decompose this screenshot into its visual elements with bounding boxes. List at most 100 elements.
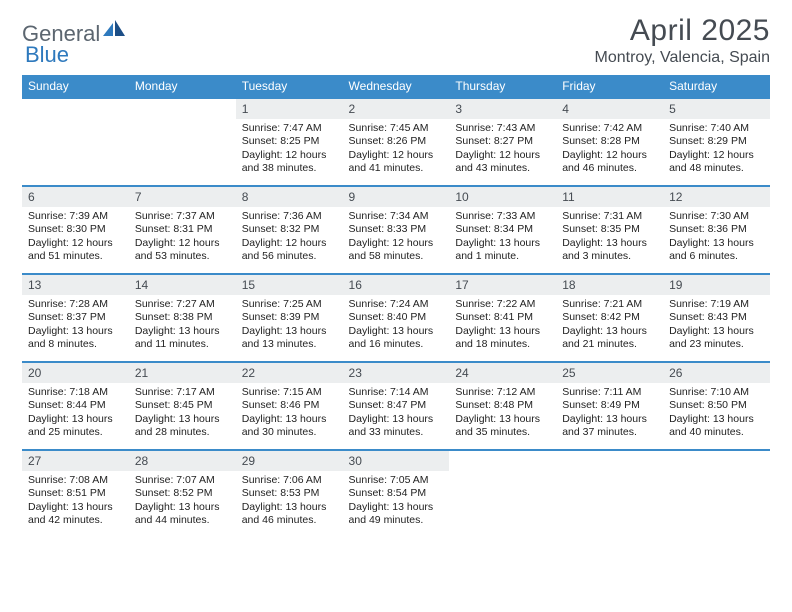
daylight-text: Daylight: 13 hours and 1 minute. [455, 237, 550, 264]
day-details: Sunrise: 7:10 AMSunset: 8:50 PMDaylight:… [663, 383, 770, 442]
day-number: 29 [236, 451, 343, 471]
sunset-text: Sunset: 8:29 PM [669, 135, 764, 148]
weekday-head: Monday [129, 75, 236, 98]
sunrise-text: Sunrise: 7:17 AM [135, 386, 230, 399]
weekday-head: Wednesday [343, 75, 450, 98]
day-details: Sunrise: 7:45 AMSunset: 8:26 PMDaylight:… [343, 119, 450, 178]
calendar-cell: 2Sunrise: 7:45 AMSunset: 8:26 PMDaylight… [343, 98, 450, 186]
sunset-text: Sunset: 8:30 PM [28, 223, 123, 236]
daylight-text: Daylight: 13 hours and 16 minutes. [349, 325, 444, 352]
calendar-cell: 15Sunrise: 7:25 AMSunset: 8:39 PMDayligh… [236, 274, 343, 362]
calendar-cell: 25Sunrise: 7:11 AMSunset: 8:49 PMDayligh… [556, 362, 663, 450]
daylight-text: Daylight: 12 hours and 38 minutes. [242, 149, 337, 176]
sunrise-text: Sunrise: 7:14 AM [349, 386, 444, 399]
sunrise-text: Sunrise: 7:05 AM [349, 474, 444, 487]
day-number: 6 [22, 187, 129, 207]
sunset-text: Sunset: 8:26 PM [349, 135, 444, 148]
daylight-text: Daylight: 13 hours and 28 minutes. [135, 413, 230, 440]
calendar-cell: 23Sunrise: 7:14 AMSunset: 8:47 PMDayligh… [343, 362, 450, 450]
sunrise-text: Sunrise: 7:34 AM [349, 210, 444, 223]
daylight-text: Daylight: 12 hours and 51 minutes. [28, 237, 123, 264]
calendar-week-row: 6Sunrise: 7:39 AMSunset: 8:30 PMDaylight… [22, 186, 770, 274]
sunrise-text: Sunrise: 7:15 AM [242, 386, 337, 399]
day-number: 16 [343, 275, 450, 295]
sunrise-text: Sunrise: 7:43 AM [455, 122, 550, 135]
sunrise-text: Sunrise: 7:18 AM [28, 386, 123, 399]
calendar-cell: 26Sunrise: 7:10 AMSunset: 8:50 PMDayligh… [663, 362, 770, 450]
day-number: 28 [129, 451, 236, 471]
sunrise-text: Sunrise: 7:19 AM [669, 298, 764, 311]
day-details: Sunrise: 7:39 AMSunset: 8:30 PMDaylight:… [22, 207, 129, 266]
day-details: Sunrise: 7:05 AMSunset: 8:54 PMDaylight:… [343, 471, 450, 530]
sunrise-text: Sunrise: 7:25 AM [242, 298, 337, 311]
calendar-cell: 28Sunrise: 7:07 AMSunset: 8:52 PMDayligh… [129, 450, 236, 538]
sunset-text: Sunset: 8:47 PM [349, 399, 444, 412]
sunset-text: Sunset: 8:31 PM [135, 223, 230, 236]
daylight-text: Daylight: 12 hours and 48 minutes. [669, 149, 764, 176]
sunset-text: Sunset: 8:35 PM [562, 223, 657, 236]
day-number: 11 [556, 187, 663, 207]
sunrise-text: Sunrise: 7:45 AM [349, 122, 444, 135]
day-number: 3 [449, 99, 556, 119]
calendar-cell: 6Sunrise: 7:39 AMSunset: 8:30 PMDaylight… [22, 186, 129, 274]
calendar-cell: 17Sunrise: 7:22 AMSunset: 8:41 PMDayligh… [449, 274, 556, 362]
daylight-text: Daylight: 12 hours and 56 minutes. [242, 237, 337, 264]
day-number: 19 [663, 275, 770, 295]
day-details: Sunrise: 7:22 AMSunset: 8:41 PMDaylight:… [449, 295, 556, 354]
daylight-text: Daylight: 13 hours and 23 minutes. [669, 325, 764, 352]
daylight-text: Daylight: 13 hours and 49 minutes. [349, 501, 444, 528]
sunrise-text: Sunrise: 7:24 AM [349, 298, 444, 311]
sunrise-text: Sunrise: 7:08 AM [28, 474, 123, 487]
day-details: Sunrise: 7:08 AMSunset: 8:51 PMDaylight:… [22, 471, 129, 530]
day-number: 20 [22, 363, 129, 383]
day-details: Sunrise: 7:12 AMSunset: 8:48 PMDaylight:… [449, 383, 556, 442]
calendar-table: Sunday Monday Tuesday Wednesday Thursday… [22, 75, 770, 538]
calendar-cell: 21Sunrise: 7:17 AMSunset: 8:45 PMDayligh… [129, 362, 236, 450]
calendar-cell: 29Sunrise: 7:06 AMSunset: 8:53 PMDayligh… [236, 450, 343, 538]
daylight-text: Daylight: 13 hours and 33 minutes. [349, 413, 444, 440]
day-number: 22 [236, 363, 343, 383]
day-details: Sunrise: 7:36 AMSunset: 8:32 PMDaylight:… [236, 207, 343, 266]
sunrise-text: Sunrise: 7:12 AM [455, 386, 550, 399]
weekday-head: Saturday [663, 75, 770, 98]
day-number: 13 [22, 275, 129, 295]
page-header: General April 2025 Montroy, Valencia, Sp… [22, 14, 770, 67]
calendar-page: General April 2025 Montroy, Valencia, Sp… [0, 0, 792, 548]
calendar-week-row: 1Sunrise: 7:47 AMSunset: 8:25 PMDaylight… [22, 98, 770, 186]
day-number: 4 [556, 99, 663, 119]
calendar-cell: 18Sunrise: 7:21 AMSunset: 8:42 PMDayligh… [556, 274, 663, 362]
day-number: 26 [663, 363, 770, 383]
calendar-cell: 24Sunrise: 7:12 AMSunset: 8:48 PMDayligh… [449, 362, 556, 450]
daylight-text: Daylight: 13 hours and 11 minutes. [135, 325, 230, 352]
day-number: 15 [236, 275, 343, 295]
sunrise-text: Sunrise: 7:36 AM [242, 210, 337, 223]
sunset-text: Sunset: 8:54 PM [349, 487, 444, 500]
calendar-cell: 8Sunrise: 7:36 AMSunset: 8:32 PMDaylight… [236, 186, 343, 274]
day-number: 14 [129, 275, 236, 295]
calendar-cell: 5Sunrise: 7:40 AMSunset: 8:29 PMDaylight… [663, 98, 770, 186]
brand-blue: Blue [25, 42, 69, 67]
calendar-cell: 20Sunrise: 7:18 AMSunset: 8:44 PMDayligh… [22, 362, 129, 450]
calendar-week-row: 13Sunrise: 7:28 AMSunset: 8:37 PMDayligh… [22, 274, 770, 362]
daylight-text: Daylight: 12 hours and 41 minutes. [349, 149, 444, 176]
sunrise-text: Sunrise: 7:10 AM [669, 386, 764, 399]
day-number: 25 [556, 363, 663, 383]
sunset-text: Sunset: 8:25 PM [242, 135, 337, 148]
sunset-text: Sunset: 8:33 PM [349, 223, 444, 236]
weekday-head: Thursday [449, 75, 556, 98]
daylight-text: Daylight: 13 hours and 13 minutes. [242, 325, 337, 352]
daylight-text: Daylight: 13 hours and 44 minutes. [135, 501, 230, 528]
sunrise-text: Sunrise: 7:33 AM [455, 210, 550, 223]
weekday-head: Friday [556, 75, 663, 98]
calendar-cell: 22Sunrise: 7:15 AMSunset: 8:46 PMDayligh… [236, 362, 343, 450]
calendar-week-row: 20Sunrise: 7:18 AMSunset: 8:44 PMDayligh… [22, 362, 770, 450]
calendar-cell: 4Sunrise: 7:42 AMSunset: 8:28 PMDaylight… [556, 98, 663, 186]
day-details: Sunrise: 7:18 AMSunset: 8:44 PMDaylight:… [22, 383, 129, 442]
daylight-text: Daylight: 13 hours and 40 minutes. [669, 413, 764, 440]
day-number: 1 [236, 99, 343, 119]
sunset-text: Sunset: 8:52 PM [135, 487, 230, 500]
daylight-text: Daylight: 12 hours and 53 minutes. [135, 237, 230, 264]
day-details: Sunrise: 7:42 AMSunset: 8:28 PMDaylight:… [556, 119, 663, 178]
calendar-cell: 14Sunrise: 7:27 AMSunset: 8:38 PMDayligh… [129, 274, 236, 362]
daylight-text: Daylight: 13 hours and 35 minutes. [455, 413, 550, 440]
